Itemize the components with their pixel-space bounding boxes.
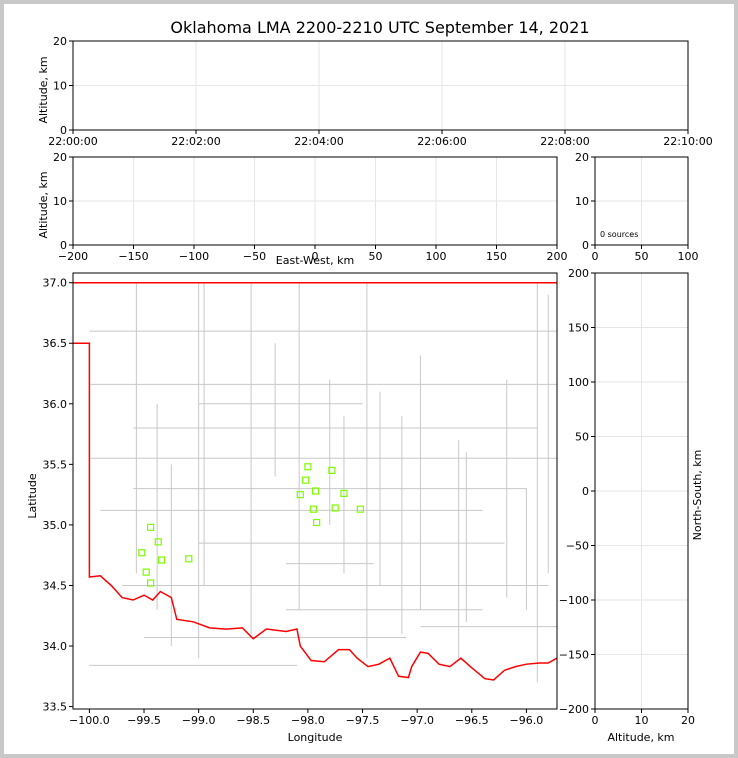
station-marker [304,463,312,471]
y-tick-label: −50 [566,540,589,553]
station-marker [309,505,317,513]
station-marker [154,538,162,546]
y-tick-label: 200 [568,267,589,280]
y-tick-label: 0 [582,239,589,252]
time-altitude-panel: 22:00:00 22:02:00 22:04:00 22:06:00 22:08:00… [48,35,712,148]
x-tick-label: 22:04:00 [294,135,343,148]
ew-panel-ylabel: Altitude, km [37,171,50,238]
figure-canvas: Oklahoma LMA 2200-2210 UTC September 14,… [26,18,713,744]
x-tick-label: −100.0 [69,714,110,727]
state-border-south [73,342,557,681]
x-tick-label: 22:02:00 [171,135,220,148]
ew-panel-xlabel: East-West, km [276,254,354,267]
y-tick-label: 150 [568,322,589,335]
x-tick-label: 150 [486,250,507,263]
x-tick-label: −97.5 [346,714,380,727]
y-tick-label: 35.5 [43,458,68,471]
y-tick-label: 20 [575,151,589,164]
station-marker [138,549,146,557]
y-tick-label: 20 [53,35,67,48]
source-count-annotation: 0 sources [600,230,638,239]
y-tick-label: 33.5 [43,701,68,714]
y-tick-label: 10 [53,195,67,208]
x-tick-label: −50 [243,250,266,263]
plan-content [73,281,557,683]
y-tick-label: −100 [559,594,589,607]
x-tick-label: −98.0 [291,714,325,727]
y-tick-label: 0 [60,239,67,252]
station-marker [313,518,321,527]
x-tick-label: 100 [426,250,447,263]
x-tick-label: 50 [635,250,649,263]
plan-panel-ylabel: Latitude [26,473,39,519]
plan-view-panel: −100.0 −99.5 −99.0 −98.5 −98.0 −97.5 −97.0 −96.… [43,272,558,727]
x-tick-label: −200 [58,250,88,263]
x-tick-label: 20 [681,714,695,727]
y-tick-label: 100 [568,376,589,389]
x-tick-label: 0 [312,250,319,263]
x-tick-label: 22:10:00 [663,135,712,148]
y-tick-label: −200 [559,703,589,716]
lma-figure: Oklahoma LMA 2200-2210 UTC September 14,… [4,4,734,754]
station-marker [146,579,155,587]
y-tick-label: −150 [559,649,589,662]
y-tick-label: 10 [53,80,67,93]
y-tick-label: 0 [60,124,67,137]
chart-title: Oklahoma LMA 2200-2210 UTC September 14,… [170,18,589,37]
station-marker [157,556,166,564]
station-marker [331,504,339,512]
ns-altitude-panel: 0 10 20 −200 −150 −100 −50 0 50 100 150 200 [559,267,695,727]
y-tick-label: 34.5 [43,579,68,592]
y-tick-label: 10 [575,195,589,208]
y-tick-label: 34.0 [43,640,68,653]
station-marker [311,487,320,495]
x-tick-label: −97.0 [400,714,434,727]
x-tick-label: −99.5 [127,714,161,727]
x-tick-label: 22:08:00 [540,135,589,148]
station-marker [356,505,364,513]
x-tick-label: −98.5 [236,714,270,727]
time-panel-ylabel: Altitude, km [37,56,50,123]
x-tick-label: 0 [592,250,599,263]
y-tick-label: 36.5 [43,337,68,350]
station-marker [302,476,310,484]
x-tick-label: 22:06:00 [417,135,466,148]
y-tick-label: 35.0 [43,519,68,532]
x-tick-label: −96.5 [455,714,489,727]
x-tick-label: 0 [592,714,599,727]
x-tick-label: −100 [179,250,209,263]
ns-panel-ylabel: North-South, km [691,450,704,541]
x-tick-label: −150 [118,250,148,263]
plan-panel-xlabel: Longitude [288,731,343,744]
y-tick-label: 0 [582,485,589,498]
y-tick-label: 37.0 [43,277,68,290]
station-marker [296,491,304,499]
station-marker [146,523,155,531]
ew-altitude-panel: −200 −150 −100 −50 0 50 100 150 200 0 10 20 [53,151,568,263]
x-tick-label: −99.0 [182,714,216,727]
station-marker [328,466,336,475]
x-tick-label: 100 [678,250,699,263]
station-marker [142,568,150,576]
x-tick-label: 22:00:00 [48,135,97,148]
histogram-panel: 0 sources 0 50 100 0 10 20 [575,151,699,263]
panel-frame [72,272,558,710]
x-tick-label: 50 [369,250,383,263]
x-tick-label: −96.0 [510,714,544,727]
x-tick-label: 10 [635,714,649,727]
station-marker [185,555,193,563]
ns-panel-xlabel: Altitude, km [607,731,674,744]
y-tick-label: 50 [575,431,589,444]
y-tick-label: 20 [53,151,67,164]
station-marker [340,489,348,498]
x-tick-label: 200 [547,250,568,263]
y-tick-label: 36.0 [43,398,68,411]
